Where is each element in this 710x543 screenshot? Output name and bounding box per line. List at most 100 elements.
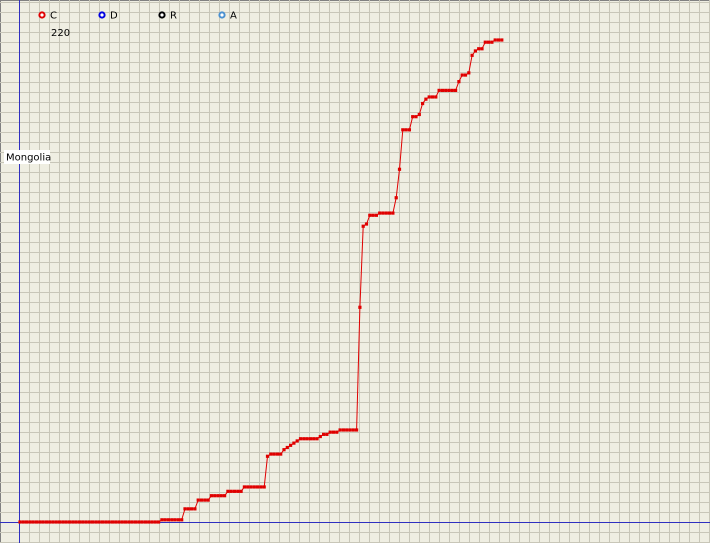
- data-point: [302, 437, 306, 441]
- data-point: [107, 520, 111, 524]
- region-label-background: [4, 150, 50, 164]
- data-point: [21, 520, 25, 524]
- data-point: [110, 520, 114, 524]
- data-point: [104, 520, 108, 524]
- data-point: [355, 428, 359, 432]
- data-point: [308, 437, 312, 441]
- data-point: [137, 520, 141, 524]
- data-point: [454, 88, 458, 92]
- data-point: [153, 520, 157, 524]
- data-point: [38, 520, 42, 524]
- data-point: [71, 520, 75, 524]
- data-point: [44, 520, 48, 524]
- data-point: [272, 452, 276, 456]
- data-point: [31, 520, 35, 524]
- legend-label: C: [50, 11, 57, 22]
- data-point: [130, 520, 134, 524]
- data-point: [209, 494, 213, 498]
- data-point: [384, 211, 388, 215]
- data-point: [87, 520, 91, 524]
- data-point: [364, 222, 369, 226]
- data-point: [325, 432, 329, 436]
- data-point: [483, 40, 487, 44]
- data-point: [193, 507, 197, 511]
- data-point: [157, 520, 161, 524]
- data-point: [378, 211, 382, 215]
- data-point: [318, 434, 322, 439]
- data-point: [394, 196, 398, 200]
- legend-label: A: [230, 11, 237, 22]
- data-point: [407, 128, 411, 132]
- data-point: [470, 53, 474, 57]
- data-point: [84, 520, 88, 524]
- data-point: [335, 430, 339, 434]
- data-point: [54, 520, 58, 524]
- data-point: [434, 95, 438, 99]
- data-point: [64, 520, 68, 524]
- data-point: [190, 507, 194, 511]
- data-point: [67, 520, 72, 524]
- data-point: [133, 520, 138, 524]
- data-point: [282, 448, 286, 452]
- data-point: [77, 520, 81, 524]
- data-point: [28, 520, 32, 524]
- data-point: [186, 507, 190, 511]
- data-point: [124, 520, 128, 524]
- legend-label: D: [110, 11, 118, 22]
- data-point: [447, 88, 451, 92]
- data-point: [216, 494, 220, 498]
- legend-marker: [158, 11, 166, 19]
- data-point: [223, 494, 227, 498]
- data-point: [229, 489, 233, 493]
- data-point: [279, 452, 283, 456]
- data-point: [236, 489, 240, 493]
- data-point: [81, 520, 85, 524]
- data-point: [213, 494, 217, 498]
- data-point: [430, 95, 435, 99]
- data-point: [147, 520, 151, 524]
- legend-label: R: [170, 11, 177, 22]
- data-point: [269, 452, 273, 456]
- data-point: [500, 38, 504, 42]
- data-point: [163, 518, 167, 522]
- data-point: [219, 494, 223, 498]
- data-point: [305, 437, 309, 441]
- data-point: [338, 428, 342, 432]
- marks: [18, 38, 504, 524]
- data-point: [117, 520, 121, 524]
- data-point: [256, 485, 260, 489]
- data-point: [226, 489, 230, 493]
- data-point: [127, 520, 131, 524]
- data-point: [183, 507, 187, 511]
- data-point: [421, 101, 425, 106]
- data-point: [25, 520, 29, 524]
- data-point: [143, 520, 147, 524]
- data-point: [331, 430, 336, 434]
- data-point: [444, 88, 448, 92]
- data-point: [18, 520, 22, 524]
- data-point: [312, 437, 316, 441]
- data-point: [150, 520, 154, 524]
- data-point: [140, 520, 144, 524]
- data-point: [34, 520, 39, 524]
- data-point: [414, 115, 418, 119]
- data-point: [371, 213, 375, 217]
- data-point: [249, 485, 253, 489]
- data-point: [259, 485, 263, 489]
- data-point: [345, 428, 349, 432]
- data-point: [328, 430, 332, 434]
- data-point: [94, 520, 98, 524]
- data-point: [252, 485, 256, 489]
- data-point: [170, 518, 174, 522]
- data-point: [239, 489, 243, 493]
- data-point: [41, 520, 45, 524]
- legend-marker: [98, 11, 106, 19]
- data-point: [496, 38, 501, 42]
- data-point: [381, 211, 385, 215]
- data-point: [480, 47, 484, 51]
- data-point: [341, 428, 345, 432]
